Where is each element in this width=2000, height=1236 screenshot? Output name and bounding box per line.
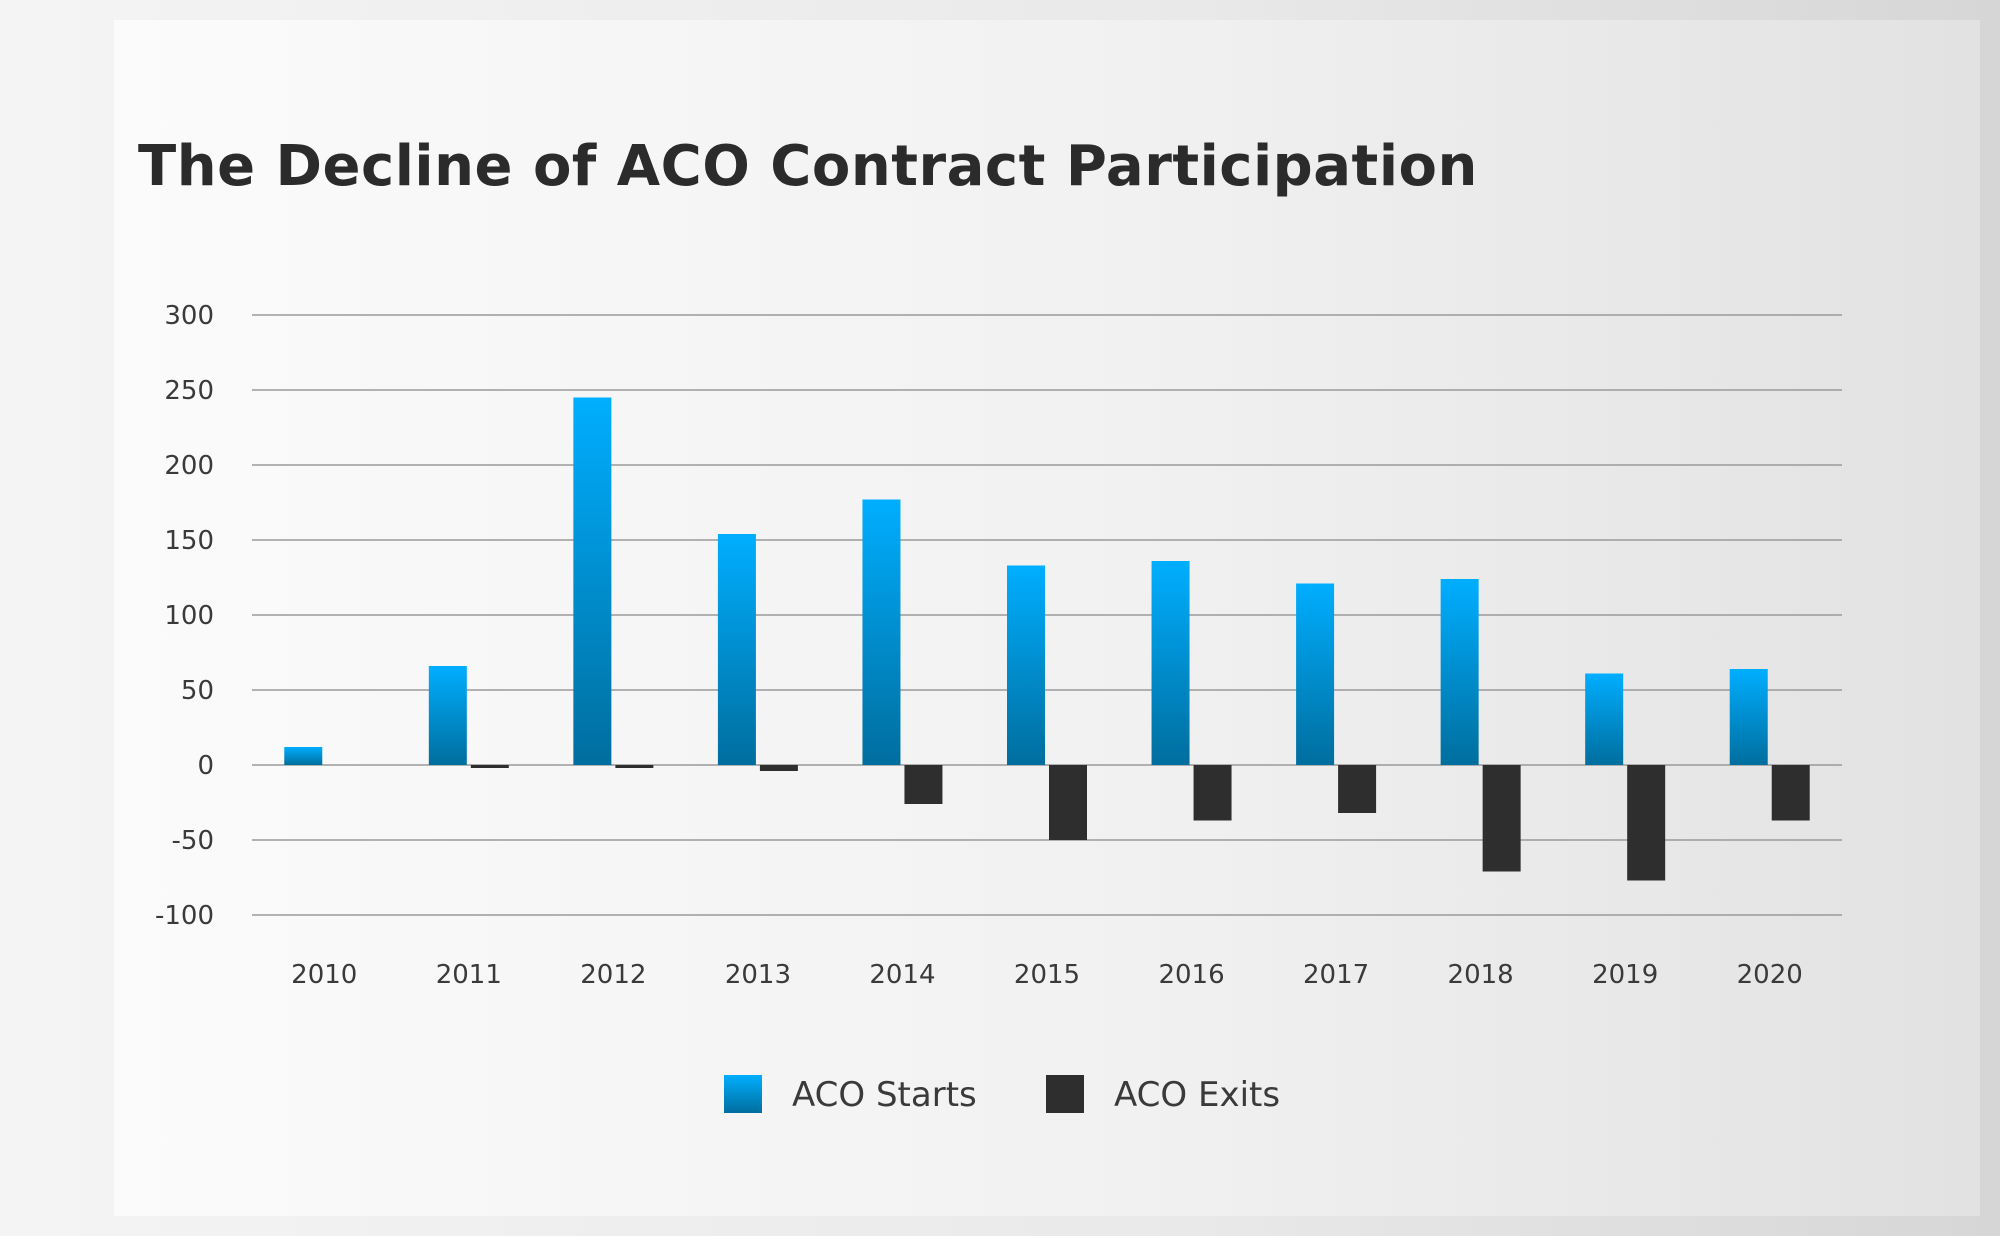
- bar-aco-exits: [759, 765, 798, 771]
- y-tick-label: 300: [164, 301, 214, 331]
- bar-aco-exits: [615, 765, 654, 768]
- bar-aco-exits: [1627, 765, 1666, 881]
- x-tick-label: 2011: [436, 960, 502, 990]
- legend-label-aco-exits: ACO Exits: [1114, 1075, 1280, 1115]
- bar-aco-starts: [428, 666, 467, 765]
- y-axis-ticks: 300 250 200 150 100 50 0 -50 -100: [155, 301, 214, 931]
- legend-swatch-aco-starts: [724, 1075, 762, 1113]
- bar-aco-exits: [1338, 765, 1377, 813]
- y-tick-label: 200: [164, 451, 214, 481]
- y-tick-label: 100: [164, 601, 214, 631]
- bar-aco-starts: [1296, 583, 1335, 765]
- y-tick-label: 0: [197, 751, 214, 781]
- bar-aco-starts: [1440, 579, 1479, 765]
- legend-label-aco-starts: ACO Starts: [792, 1075, 977, 1115]
- x-tick-label: 2014: [869, 960, 935, 990]
- x-tick-label: 2015: [1014, 960, 1080, 990]
- y-tick-label: 50: [181, 676, 214, 706]
- bars: [284, 397, 1810, 881]
- legend: ACO Starts ACO Exits: [724, 1075, 1280, 1115]
- x-tick-label: 2012: [580, 960, 646, 990]
- x-tick-label: 2019: [1592, 960, 1658, 990]
- x-tick-label: 2010: [291, 960, 357, 990]
- y-tick-label: 250: [164, 376, 214, 406]
- bar-aco-starts: [1585, 673, 1624, 765]
- x-tick-label: 2020: [1737, 960, 1803, 990]
- x-tick-label: 2018: [1448, 960, 1514, 990]
- bar-aco-starts: [284, 747, 323, 765]
- bar-aco-exits: [1049, 765, 1087, 840]
- x-axis-ticks: 2010 2011 2012 2013 2014 2015 2016 2017 2018 2019…: [291, 960, 1803, 990]
- bar-aco-exits: [1482, 765, 1521, 872]
- bar-aco-exits: [904, 765, 943, 804]
- y-tick-label: -50: [172, 826, 214, 856]
- x-tick-label: 2013: [725, 960, 791, 990]
- chart-card: [114, 20, 1980, 1216]
- bar-aco-exits: [470, 765, 509, 768]
- x-tick-label: 2016: [1158, 960, 1224, 990]
- bar-aco-starts: [1007, 565, 1045, 765]
- x-tick-label: 2017: [1303, 960, 1369, 990]
- bar-aco-exits: [1771, 765, 1810, 821]
- bar-aco-starts: [1729, 669, 1768, 765]
- bar-aco-exits: [1193, 765, 1232, 821]
- legend-swatch-aco-exits: [1046, 1075, 1084, 1113]
- chart-title: The Decline of ACO Contract Participatio…: [138, 134, 1478, 199]
- bar-aco-starts: [717, 534, 756, 765]
- bar-aco-starts: [862, 499, 901, 765]
- y-tick-label: 150: [164, 526, 214, 556]
- bar-aco-starts: [1151, 561, 1190, 765]
- grid-lines: [252, 314, 1842, 916]
- bar-aco-starts: [573, 397, 612, 765]
- y-tick-label: -100: [155, 901, 214, 931]
